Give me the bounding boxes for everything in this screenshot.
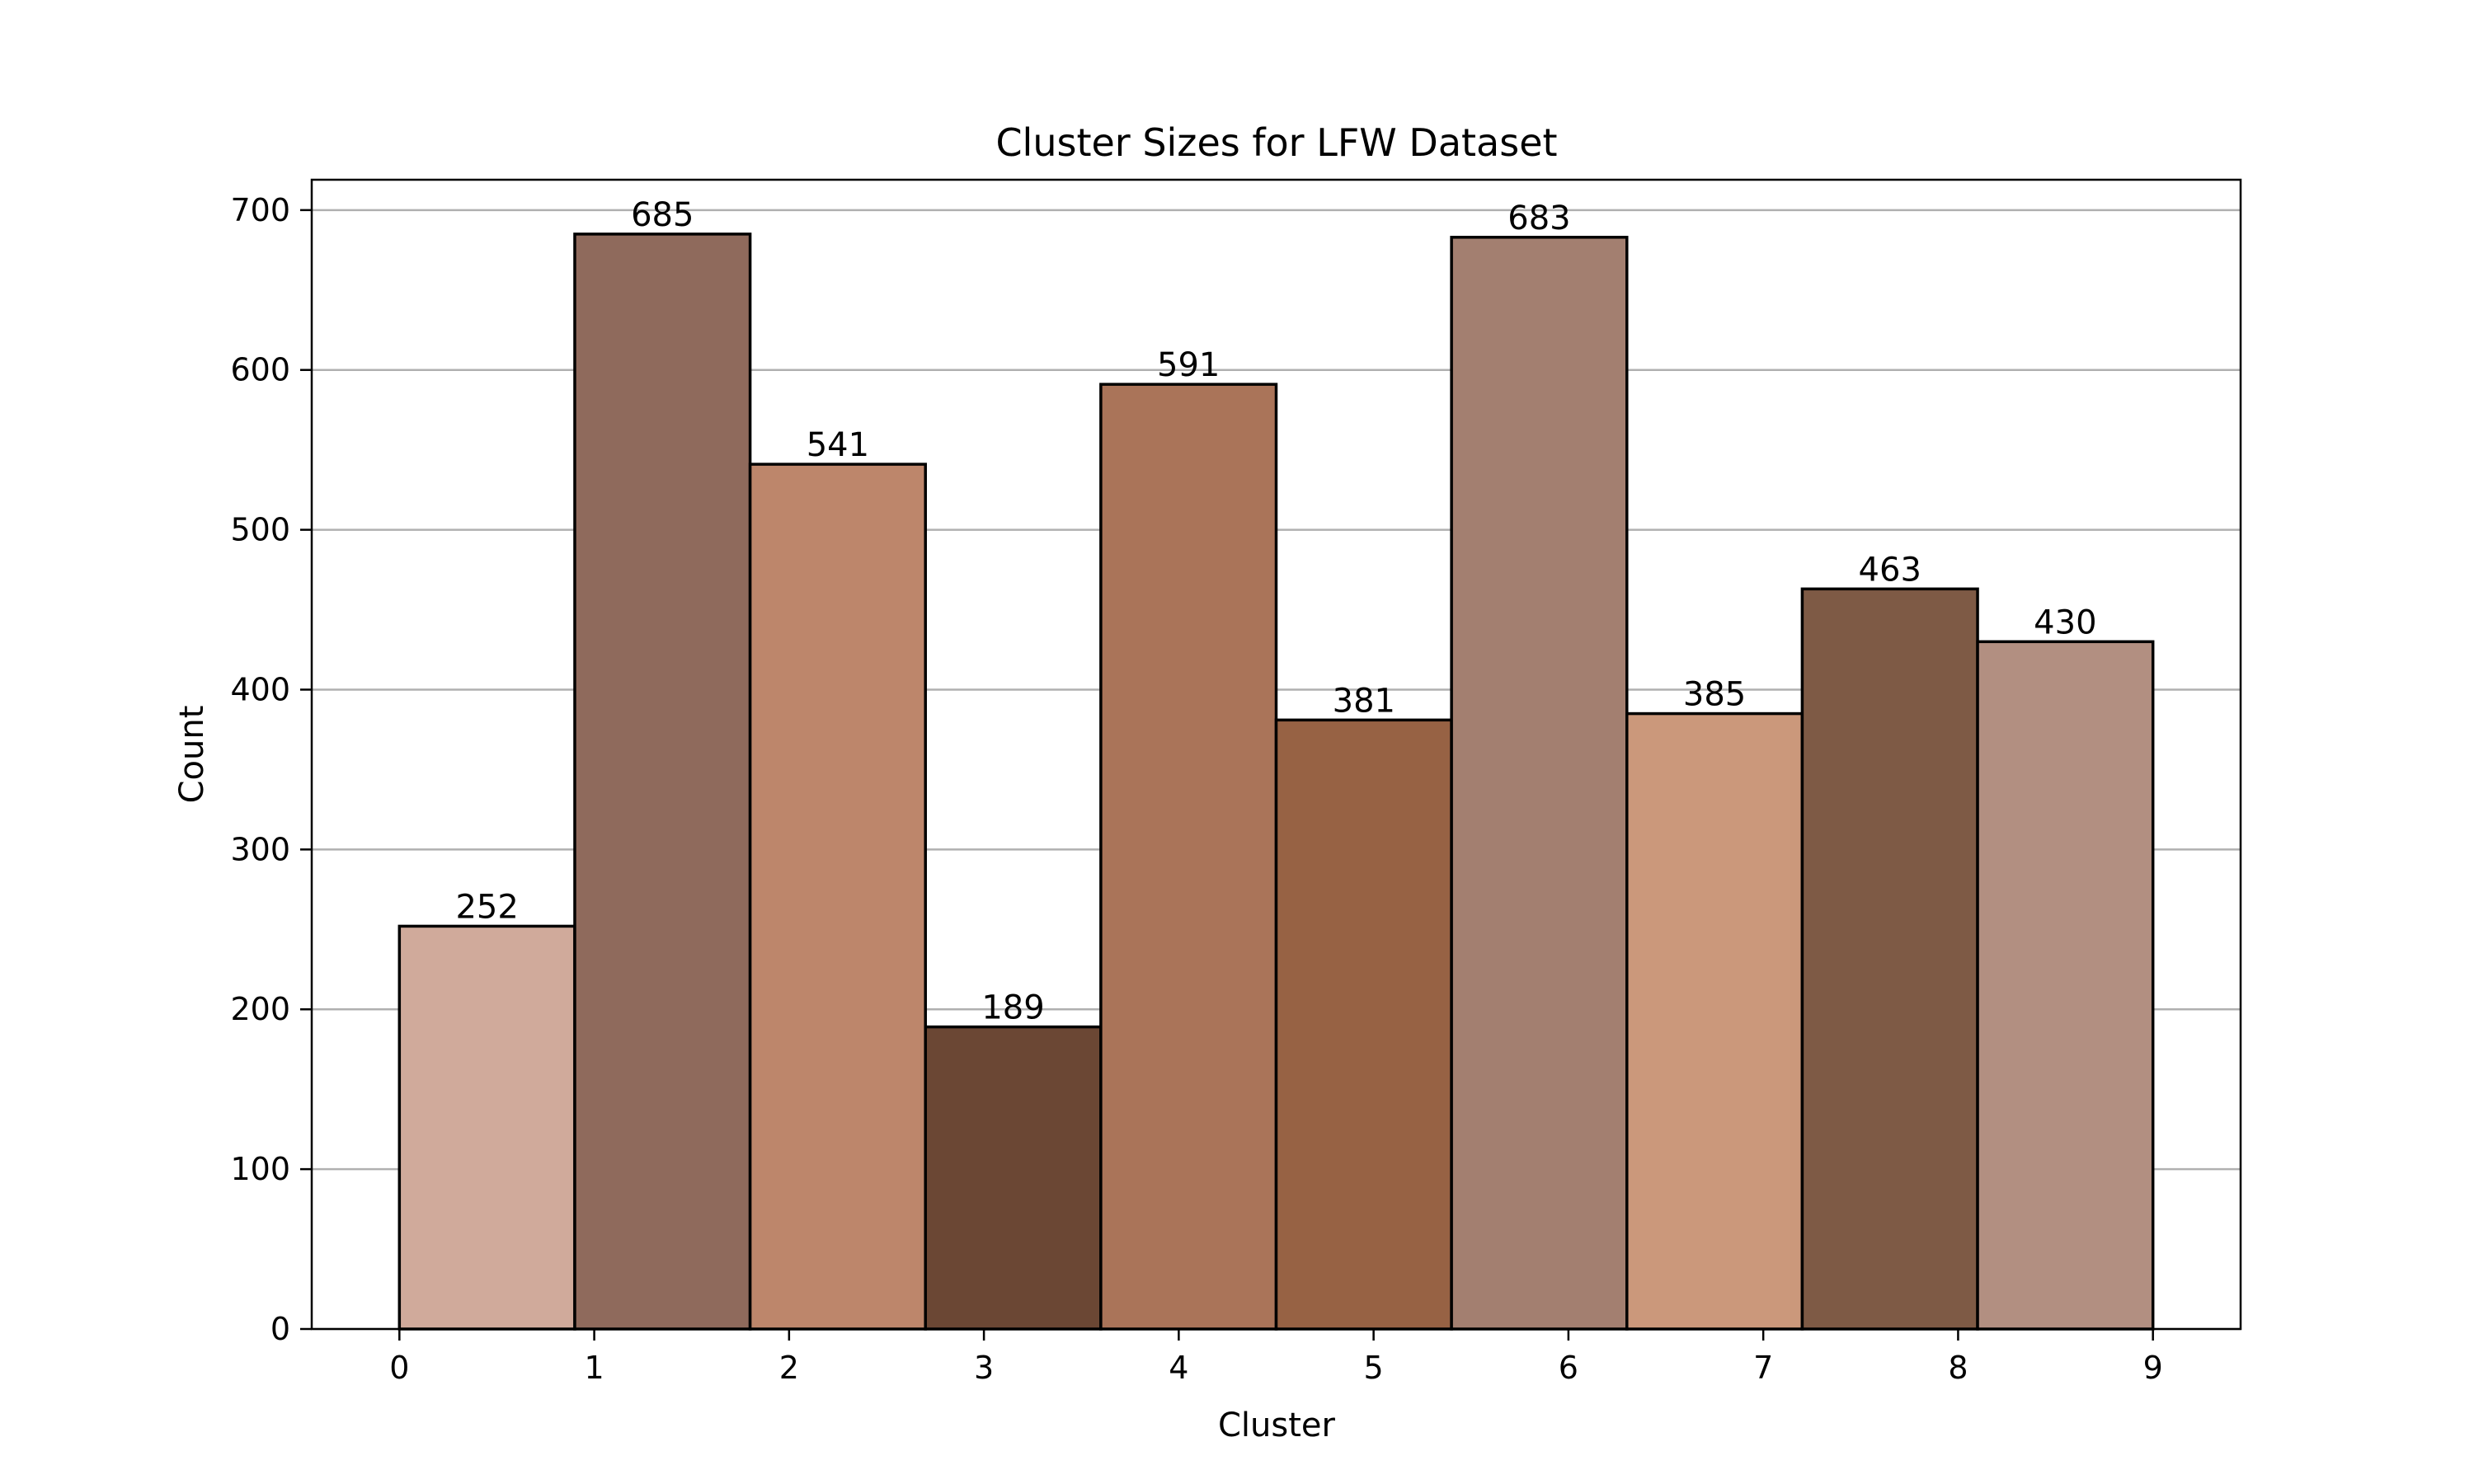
bar-cluster-8 — [1800, 587, 1979, 1331]
x-tick-label: 4 — [1169, 1350, 1188, 1386]
bar-cluster-4 — [1099, 383, 1278, 1331]
y-tick-label: 700 — [230, 192, 290, 228]
y-tick-label: 500 — [230, 512, 290, 548]
data-label-cluster-4: 591 — [1157, 346, 1220, 384]
y-tick-label: 200 — [230, 991, 290, 1027]
data-label-cluster-9: 430 — [2034, 603, 2096, 641]
bars — [397, 232, 2155, 1331]
x-tick-label: 0 — [389, 1350, 409, 1386]
bar-cluster-2 — [748, 463, 927, 1331]
bar-cluster-7 — [1625, 711, 1804, 1331]
data-label-cluster-6: 683 — [1507, 200, 1570, 237]
data-label-cluster-1: 685 — [631, 196, 694, 234]
x-tick-label: 6 — [1559, 1350, 1578, 1386]
y-tick-label: 0 — [270, 1311, 290, 1347]
x-axis-label: Cluster — [1218, 1407, 1336, 1444]
y-tick-label: 300 — [230, 831, 290, 867]
bar-cluster-1 — [573, 232, 752, 1331]
data-label-cluster-2: 541 — [807, 426, 869, 464]
y-tick-label: 400 — [230, 671, 290, 707]
x-tick-label: 7 — [1753, 1350, 1773, 1386]
bar-cluster-3 — [924, 1025, 1103, 1331]
bar-cluster-9 — [1976, 640, 2155, 1331]
bar-cluster-0 — [397, 924, 576, 1331]
y-tick-label: 100 — [230, 1151, 290, 1187]
x-tick-label: 2 — [779, 1350, 799, 1386]
data-label-cluster-3: 189 — [981, 989, 1044, 1027]
y-tick-label: 600 — [230, 352, 290, 388]
x-axis-ticks: 0 1 2 3 4 5 6 7 8 9 — [389, 1329, 2163, 1386]
data-label-cluster-8: 463 — [1859, 551, 1921, 589]
x-tick-label: 8 — [1948, 1350, 1968, 1386]
data-label-cluster-7: 385 — [1683, 676, 1746, 714]
bar-cluster-5 — [1274, 718, 1453, 1331]
chart-title: Cluster Sizes for LFW Dataset — [995, 120, 1557, 165]
data-label-cluster-5: 381 — [1333, 682, 1395, 720]
y-axis-label: Count — [173, 706, 211, 804]
x-tick-label: 1 — [584, 1350, 604, 1386]
data-labels: 252 685 541 189 591 381 683 385 463 430 — [455, 196, 2096, 1027]
x-tick-label: 9 — [2143, 1350, 2163, 1386]
bar-cluster-6 — [1450, 236, 1629, 1331]
x-tick-label: 5 — [1364, 1350, 1384, 1386]
plot-frame — [310, 178, 2242, 1331]
x-tick-label: 3 — [974, 1350, 994, 1386]
y-axis-ticks: 0 100 200 300 400 500 600 700 — [230, 192, 312, 1347]
data-label-cluster-0: 252 — [455, 888, 518, 926]
